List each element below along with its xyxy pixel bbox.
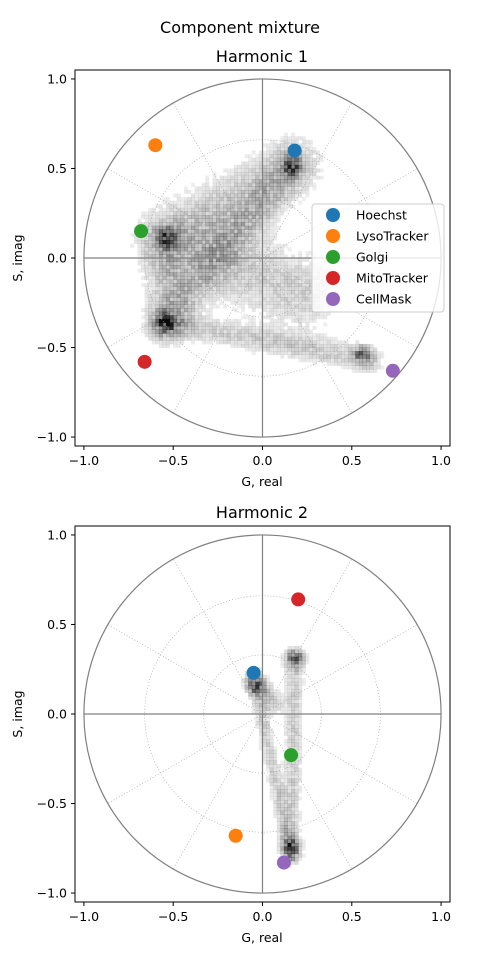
legend-marker-cellmask xyxy=(326,292,340,306)
marker-cellmask xyxy=(276,855,291,870)
y-tick-label: 0.0 xyxy=(47,707,67,722)
y-tick-label: −0.5 xyxy=(37,340,67,355)
y-tick-label: −1.0 xyxy=(37,886,67,901)
legend-frame xyxy=(311,203,445,313)
x-tick-label: −0.5 xyxy=(158,909,188,924)
legend-marker-lysotracker xyxy=(326,229,340,243)
panel-1-ylabel: S, imag xyxy=(10,234,25,281)
legend-label-lysotracker: LysoTracker xyxy=(356,229,429,244)
x-tick-label: −1.0 xyxy=(69,909,99,924)
x-tick-label: 0.5 xyxy=(342,909,362,924)
marker-golgi xyxy=(284,748,299,763)
panel-1-xlabel: G, real xyxy=(241,474,282,489)
legend-label-golgi: Golgi xyxy=(356,250,388,265)
figure-title: Component mixture xyxy=(160,18,320,37)
panel-2-title: Harmonic 2 xyxy=(216,503,308,522)
marker-hoechst xyxy=(287,143,302,158)
marker-mitotracker xyxy=(291,592,306,607)
y-tick-label: −0.5 xyxy=(37,796,67,811)
legend-entry-lysotracker: LysoTracker xyxy=(326,229,429,244)
x-tick-label: 0.0 xyxy=(253,909,273,924)
marker-hoechst xyxy=(246,665,261,680)
x-tick-label: 0.5 xyxy=(342,453,362,468)
legend-marker-mitotracker xyxy=(326,271,340,285)
y-tick-label: −1.0 xyxy=(37,430,67,445)
panel-2-plot: −1.0 −0.5 0.0 0.5 1.0 −1.0 −0.5 0.0 0.5 1.0 xyxy=(37,525,451,924)
y-tick-label: 1.0 xyxy=(47,71,67,86)
density-histogram xyxy=(241,645,310,869)
marker-golgi xyxy=(134,224,149,239)
legend-entry-mitotracker: MitoTracker xyxy=(326,271,429,286)
x-tick-label: 1.0 xyxy=(431,453,451,468)
legend-marker-golgi xyxy=(326,250,340,264)
x-tick-label: 1.0 xyxy=(431,909,451,924)
panel-harmonic-2: Harmonic 2 G, real S, imag −1.0 −0.5 0.0 0.… xyxy=(10,503,451,945)
x-tick-label: −1.0 xyxy=(69,453,99,468)
legend-entry-cellmask: CellMask xyxy=(326,292,412,307)
x-tick-label: 0.0 xyxy=(253,453,273,468)
y-tick-label: 0.5 xyxy=(47,617,67,632)
legend-entry-hoechst: Hoechst xyxy=(326,208,407,223)
marker-mitotracker xyxy=(137,354,152,369)
marker-cellmask xyxy=(385,363,400,378)
panel-1-title: Harmonic 1 xyxy=(216,47,308,66)
legend-marker-hoechst xyxy=(326,208,340,222)
legend-label-cellmask: CellMask xyxy=(356,292,412,307)
legend-label-mitotracker: MitoTracker xyxy=(356,271,429,286)
marker-lysotracker xyxy=(228,828,243,843)
panel-1-legend: Hoechst LysoTracker Golgi MitoTracker Ce… xyxy=(311,203,445,313)
x-tick-label: −0.5 xyxy=(158,453,188,468)
y-tick-label: 0.0 xyxy=(47,251,67,266)
marker-lysotracker xyxy=(148,138,163,153)
panel-harmonic-1: Harmonic 1 G, real S, imag −1.0 −0.5 0.0 0.… xyxy=(10,47,451,489)
legend-label-hoechst: Hoechst xyxy=(356,208,407,223)
panel-2-ylabel: S, imag xyxy=(10,690,25,737)
legend-entry-golgi: Golgi xyxy=(326,250,388,265)
y-tick-label: 1.0 xyxy=(47,527,67,542)
y-tick-label: 0.5 xyxy=(47,161,67,176)
density-histogram xyxy=(130,132,385,373)
panel-2-xlabel: G, real xyxy=(241,930,282,945)
